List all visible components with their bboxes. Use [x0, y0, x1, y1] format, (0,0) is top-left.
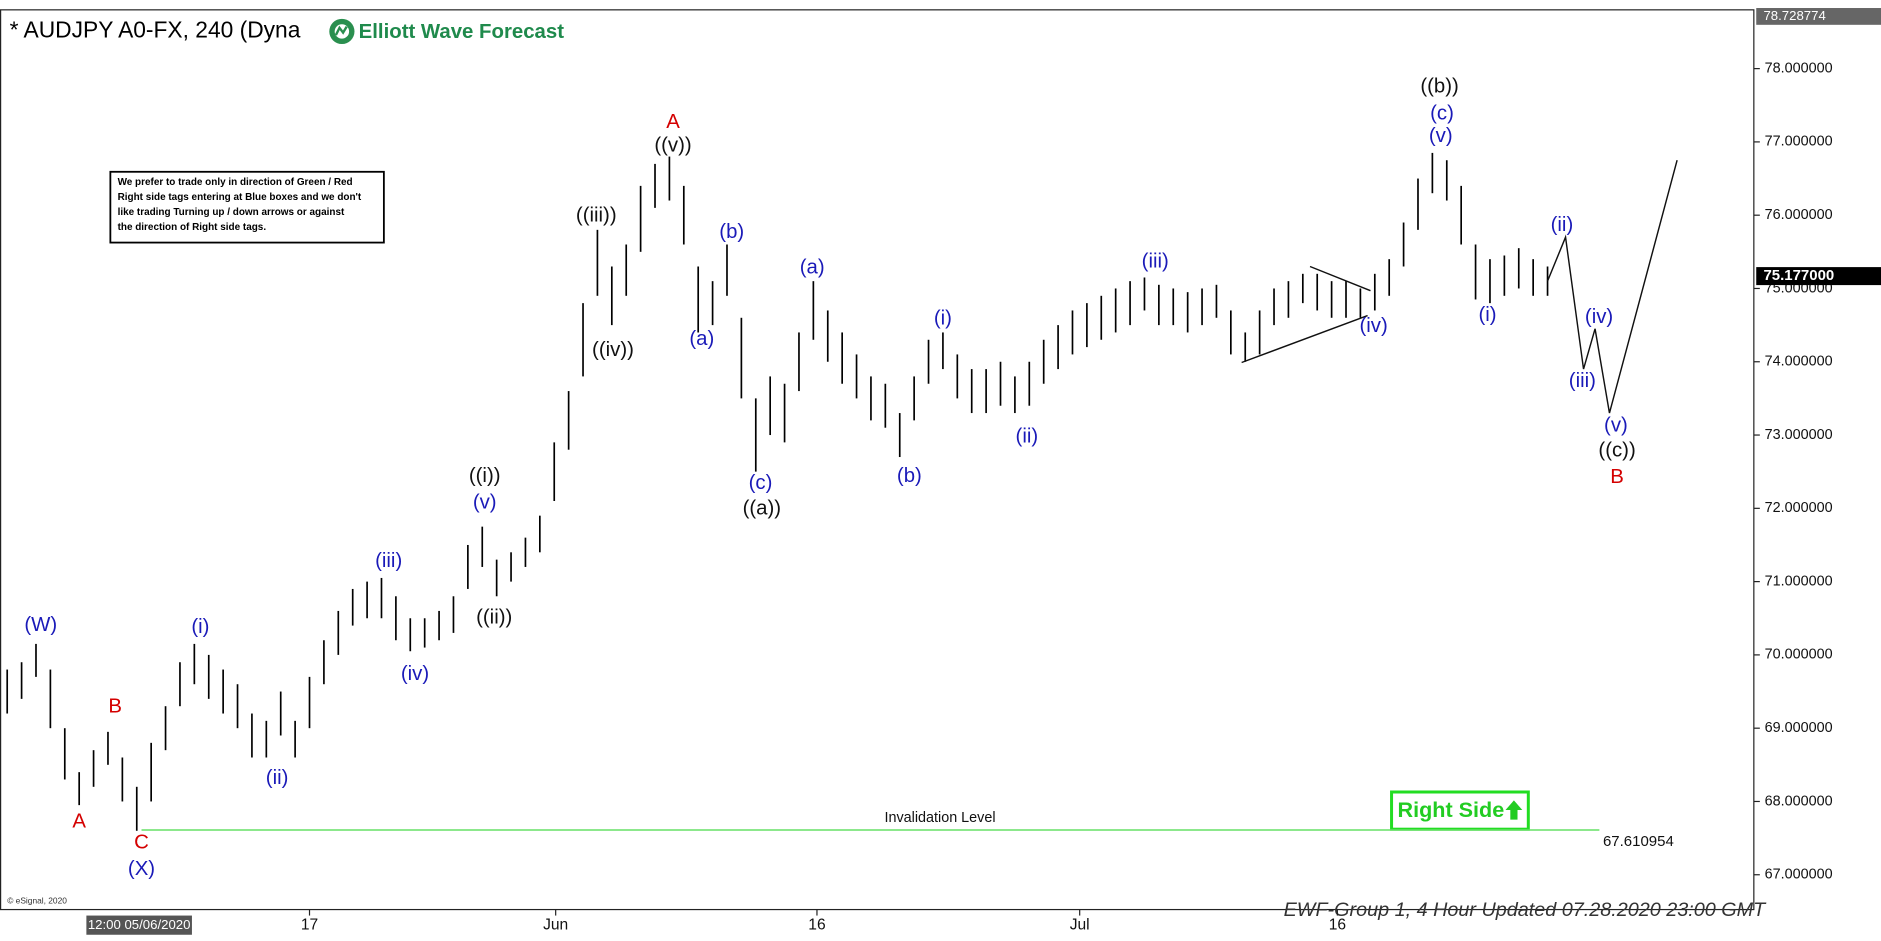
- wave-label: A: [666, 111, 680, 133]
- wave-label: ((iii)): [576, 204, 617, 226]
- y-tick-label: 69.000000: [1765, 720, 1833, 736]
- logo-text: Elliott Wave Forecast: [359, 21, 565, 43]
- right-side-box: [1390, 790, 1530, 831]
- note-line: We prefer to trade only in direction of …: [118, 177, 353, 188]
- wave-label: (iii): [375, 550, 402, 572]
- wave-label: B: [108, 695, 122, 717]
- wave-label: (i): [934, 308, 952, 330]
- wave-label: (iv): [401, 663, 429, 685]
- right-side-arrow: [1505, 800, 1523, 820]
- wave-label: (ii): [266, 767, 289, 789]
- wave-label: (b): [897, 465, 922, 487]
- wave-label: ((i)): [469, 465, 501, 487]
- wave-label: ((ii)): [476, 607, 512, 629]
- cursor-label: 12:00 05/06/2020: [88, 917, 191, 932]
- wave-label: (v): [1604, 415, 1628, 437]
- wave-label: (iii): [1569, 370, 1596, 392]
- wave-label: (c): [1430, 102, 1454, 124]
- chart-title: * AUDJPY A0-FX, 240 (Dyna: [10, 16, 301, 42]
- wave-label: (i): [1478, 304, 1496, 326]
- max-price-label: 78.728774: [1763, 8, 1825, 23]
- wave-label: ((c)): [1598, 440, 1635, 462]
- note-line: Right side tags entering at Blue boxes a…: [118, 192, 362, 203]
- x-tick-label: 17: [301, 916, 318, 933]
- wave-label: (c): [749, 472, 773, 494]
- wave-label: (b): [719, 221, 744, 243]
- y-tick-label: 77.000000: [1765, 134, 1833, 150]
- copyright: © eSignal, 2020: [7, 895, 67, 905]
- note-line: like trading Turning up / down arrows or…: [118, 207, 345, 218]
- note-box: [109, 170, 385, 244]
- projection-line: [1309, 265, 1371, 292]
- x-tick-label: Jun: [543, 916, 568, 933]
- logo: Elliott Wave Forecast: [329, 18, 565, 45]
- y-tick-label: 67.000000: [1765, 867, 1833, 883]
- footer: EWF-Group 1, 4 Hour Updated 07.28.2020 2…: [1284, 899, 1768, 921]
- last-price-box: [1756, 267, 1881, 286]
- wave-label: ((a)): [743, 497, 781, 519]
- wave-label: (ii): [1016, 426, 1039, 448]
- wave-label: (a): [689, 328, 714, 350]
- y-tick-label: 76.000000: [1765, 207, 1833, 223]
- wave-label: ((iv)): [592, 339, 634, 361]
- x-tick-label: Jul: [1070, 916, 1090, 933]
- wave-label: (i): [191, 616, 209, 638]
- wave-label: (X): [128, 858, 155, 880]
- wave-label: (W): [24, 614, 57, 636]
- y-tick-label: 72.000000: [1765, 500, 1833, 516]
- x-tick-label: 16: [808, 916, 825, 933]
- x-tick-label: 16: [1329, 916, 1346, 933]
- note: We prefer to trade only in direction of …: [118, 177, 362, 233]
- wave-label: B: [1610, 466, 1624, 488]
- wave-label: ((b)): [1420, 75, 1458, 97]
- wave-label: (iv): [1585, 306, 1613, 328]
- wave-label: C: [134, 832, 149, 854]
- invalidation-label: Invalidation Level: [884, 810, 995, 826]
- plot-frame: [0, 9, 1755, 911]
- y-tick-label: 74.000000: [1765, 354, 1833, 370]
- y-tick-label: 68.000000: [1765, 793, 1833, 809]
- y-tick-label: 78.000000: [1765, 60, 1833, 76]
- y-tick-label: 71.000000: [1765, 573, 1833, 589]
- projection-line: [1546, 160, 1678, 414]
- note-line: the direction of Right side tags.: [118, 222, 267, 233]
- y-tick-label: 73.000000: [1765, 427, 1833, 443]
- wave-label: A: [72, 810, 86, 832]
- wave-label: (iii): [1142, 250, 1169, 272]
- max-price-box: [1756, 8, 1881, 25]
- wave-label: ((v)): [654, 135, 691, 157]
- logo-icon: [334, 25, 348, 36]
- wave-label: (v): [473, 492, 497, 514]
- projection-line: [1241, 314, 1368, 364]
- wave-label: (iv): [1359, 315, 1387, 337]
- wave-label: (v): [1429, 125, 1453, 147]
- invalidation-value: 67.610954: [1603, 833, 1674, 850]
- wave-label: (a): [800, 256, 825, 278]
- last-price-label: 75.177000: [1763, 267, 1834, 284]
- cursor-label-box: [86, 915, 192, 935]
- wave-label: (ii): [1551, 214, 1574, 236]
- y-tick-label: 70.000000: [1765, 647, 1833, 663]
- right-side-label: Right Side: [1398, 797, 1505, 822]
